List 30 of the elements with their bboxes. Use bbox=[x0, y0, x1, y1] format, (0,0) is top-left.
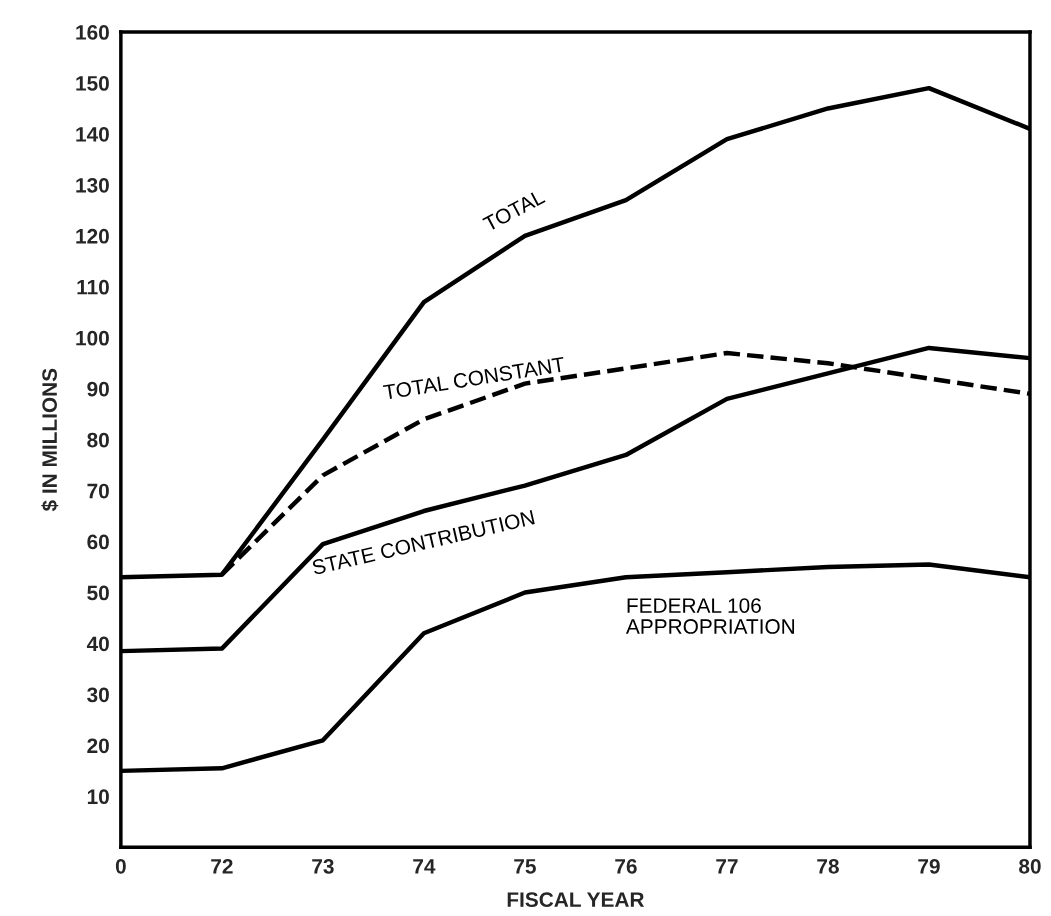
text: TOTAL CONSTANT bbox=[382, 356, 566, 400]
y-tick-label: 100 bbox=[76, 330, 109, 346]
x-tick-label: 0 bbox=[115, 858, 126, 874]
x-tick-label: 74 bbox=[413, 859, 436, 874]
x-tick-label: 72 bbox=[211, 858, 233, 874]
x-tick-label: 79 bbox=[918, 858, 940, 874]
y-tick-label: 140 bbox=[76, 126, 109, 142]
y-tick-label: 10 bbox=[87, 789, 109, 805]
y-axis-title: $ IN MILLIONS bbox=[41, 368, 59, 512]
y-tick-label: 80 bbox=[87, 432, 109, 448]
x-tick-label: 80 bbox=[1019, 858, 1041, 874]
y-tick-label: 40 bbox=[86, 636, 109, 652]
y-tick-label: 130 bbox=[76, 177, 109, 193]
x-axis-title: FISCAL YEAR bbox=[507, 892, 645, 908]
y-tick-label: 120 bbox=[76, 228, 109, 244]
x-tick-label: 73 bbox=[312, 858, 334, 874]
y-tick-label: 60 bbox=[87, 534, 109, 550]
x-tick-label: 77 bbox=[716, 859, 738, 874]
x-tick-label: 78 bbox=[817, 858, 839, 874]
x-tick-label: 75 bbox=[514, 859, 536, 874]
y-tick-label: 30 bbox=[87, 687, 109, 703]
y-tick-label: 50 bbox=[87, 585, 109, 601]
y-tick-label: 150 bbox=[76, 76, 109, 91]
y-tick-label: 160 bbox=[76, 25, 109, 40]
x-tick-label: 76 bbox=[615, 858, 637, 874]
y-tick-label: 110 bbox=[77, 279, 109, 295]
series-label: FEDERAL 106 APPROPRIATION bbox=[625, 598, 795, 634]
y-tick-label: 70 bbox=[87, 483, 109, 499]
y-tick-label: 20 bbox=[87, 738, 109, 754]
y-tick-label: 90 bbox=[87, 381, 109, 397]
